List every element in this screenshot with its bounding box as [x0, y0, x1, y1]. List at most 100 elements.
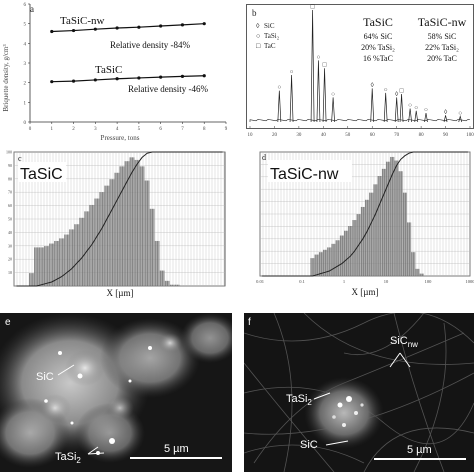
x-axis-label: X [µm]	[352, 287, 379, 297]
label-text: TaSi	[286, 393, 308, 405]
xrd-peak	[443, 115, 448, 123]
histogram-bar	[314, 254, 319, 276]
composition-title-tasic: TaSiC	[363, 15, 393, 29]
histogram-bar	[331, 243, 336, 276]
peak-marker: ○	[316, 54, 320, 61]
y-tick-label: 40	[8, 230, 12, 235]
label-subscript: 2	[76, 456, 81, 466]
histogram-bar	[34, 247, 40, 286]
histogram-bar	[64, 234, 70, 286]
peak-marker: ○	[384, 86, 388, 93]
x-axis-label: X [µm]	[107, 288, 134, 298]
x-tick-label: 9	[225, 127, 228, 132]
sem-image-f: f SiCnw TaSi2 SiC 5 µm	[244, 313, 474, 472]
sample-label: TaSiC-nw	[270, 166, 339, 183]
sem-texture	[0, 313, 232, 472]
data-point	[159, 24, 163, 28]
y-tick-label: 0	[24, 121, 27, 126]
xrd-peak	[316, 60, 321, 123]
pointer-line	[87, 446, 99, 455]
label-tasi2: TaSi2	[55, 451, 81, 465]
histogram-bar	[169, 284, 175, 286]
label-text: TaSi	[55, 451, 77, 463]
x-tick-label: 40	[321, 133, 327, 138]
peak-marker: ◊	[395, 91, 399, 98]
scale-label: 5 µm	[164, 443, 189, 455]
xrd-baseline	[249, 119, 471, 122]
histogram-bar	[335, 240, 340, 276]
xrd-peak	[310, 9, 315, 123]
y-tick-label: 2	[24, 82, 27, 87]
x-tick-label: 50	[345, 133, 351, 138]
x-tick-label: 10	[248, 133, 254, 138]
label-tasi2: TaSi2	[286, 393, 312, 407]
y-tick-label: 70	[8, 190, 12, 195]
series-label-tasic: TaSiC	[95, 64, 122, 76]
series-label-tasic-nw: TaSiC-nw	[60, 15, 105, 27]
data-point	[71, 79, 76, 83]
panel-b: b ○ ○ □ ○ □ ○ ◊ ○ ◊ □ ○ ○ ○ ◊ ○ 10 20 30 40 50 60 70 80 90 100 …	[246, 4, 474, 144]
peak-marker: □	[311, 4, 315, 11]
histogram-bar	[386, 161, 391, 276]
particle-size-chart-tasic: 10 20 30 40 50 60 70 80 90 100 c TaSiC X [µm]	[6, 150, 226, 298]
sem-image-e: e SiC TaSi2 5 µm	[0, 313, 232, 472]
histogram-bar	[154, 240, 160, 286]
data-point	[202, 74, 206, 78]
xrd-peak	[458, 115, 463, 123]
cumulative-curve	[16, 151, 223, 287]
x-tick-label: 8	[203, 127, 206, 132]
x-axis-label: Pressure, tons	[101, 134, 140, 142]
series-line	[51, 75, 205, 83]
pointer-line	[57, 364, 75, 376]
histogram-bar	[360, 206, 365, 276]
y-tick-label: 3	[24, 62, 27, 67]
data-point	[115, 26, 119, 30]
histogram-bar	[381, 168, 386, 276]
x-tick-label: 60	[370, 133, 376, 138]
histogram-bar	[44, 246, 50, 286]
x-tick-label: 1000	[466, 279, 474, 284]
panel-letter: e	[5, 317, 11, 328]
data-point	[202, 22, 206, 26]
pointer-line	[325, 440, 349, 446]
histogram-bar	[104, 185, 110, 286]
x-tick-label: 2	[72, 127, 75, 132]
y-tick-label: 10	[8, 270, 12, 275]
histogram-bar	[134, 159, 140, 286]
data-point	[93, 78, 97, 82]
x-tick-label: 0.01	[256, 279, 264, 284]
x-tick-label: 7	[181, 127, 184, 132]
panel-c: 10 20 30 40 50 60 70 80 90 100 c TaSiC X [µm]	[0, 148, 240, 298]
histogram-bar	[129, 157, 135, 286]
label-sic-nw: SiCnw	[390, 335, 418, 349]
x-tick-label: 3	[94, 127, 97, 132]
peak-marker: ○	[408, 102, 412, 109]
histogram-bar	[369, 192, 374, 276]
y-tick-label: 30	[8, 243, 12, 248]
peak-marker: ○	[458, 110, 462, 117]
histogram-bar	[327, 247, 332, 276]
histogram-bar	[69, 229, 75, 286]
histogram-bar	[94, 198, 100, 286]
pointer-line	[399, 352, 411, 368]
peak-marker: ○	[414, 104, 418, 111]
legend-entry-tac: TaC	[264, 42, 276, 50]
y-tick-label: 80	[8, 176, 12, 181]
y-tick-label: 60	[8, 203, 12, 208]
annotation-tasic-nw: Relative density -84%	[110, 40, 190, 50]
legend-entry-sic: SiC	[264, 22, 275, 30]
data-point	[50, 80, 54, 84]
legend-symbol-tasi2: ○	[256, 32, 260, 40]
composition-line: 22% TaSi₂	[425, 43, 459, 52]
histogram-bar	[89, 204, 95, 286]
data-point	[71, 28, 76, 33]
x-tick-label: 100	[466, 133, 474, 138]
histogram-bar	[411, 252, 416, 276]
data-point	[115, 77, 119, 81]
y-tick-label: 1	[24, 101, 27, 106]
y-tick-label: 100	[6, 150, 12, 155]
x-tick-label: 30	[296, 133, 302, 138]
histogram-bar	[84, 211, 90, 286]
x-tick-label: 4	[116, 127, 119, 132]
xrd-peak	[383, 92, 388, 123]
